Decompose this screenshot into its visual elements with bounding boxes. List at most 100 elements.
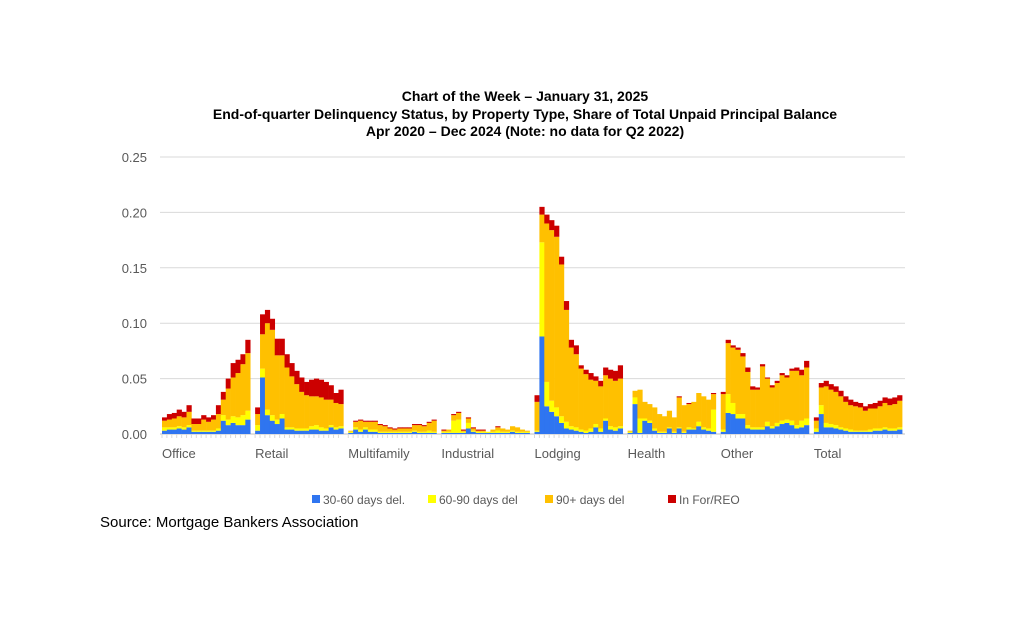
bar-reo — [431, 419, 437, 421]
bar-d30 — [627, 432, 633, 434]
bar-d30 — [490, 432, 496, 434]
bar-reo — [794, 367, 800, 371]
bar-reo — [407, 427, 413, 429]
bar-d60 — [774, 422, 780, 427]
bar-reo — [872, 402, 878, 409]
bar-d30 — [671, 432, 677, 434]
bar-d90 — [892, 404, 898, 429]
bar-d60 — [652, 428, 658, 431]
bar-d60 — [362, 427, 369, 430]
legend-swatch-d90 — [545, 495, 553, 503]
bar-d30 — [456, 432, 462, 434]
bar-reo — [833, 386, 839, 392]
bar-d60 — [759, 427, 766, 430]
bar-d90 — [627, 430, 633, 432]
bar-d90 — [524, 430, 530, 432]
bar-d30 — [387, 432, 393, 434]
bar-reo — [877, 400, 883, 407]
y-tick-label: 0.15 — [122, 261, 147, 276]
bar-d90 — [284, 367, 290, 428]
chart-title-line-1: Chart of the Week – January 31, 2025 — [402, 88, 649, 104]
bar-d90 — [191, 424, 197, 431]
bar-d90 — [725, 343, 731, 395]
bar-d30 — [789, 425, 795, 434]
bar-d90 — [828, 389, 834, 425]
bar-d60 — [534, 430, 540, 432]
bar-d90 — [465, 418, 472, 423]
bar-reo — [304, 381, 310, 396]
bar-d60 — [813, 428, 820, 432]
bar-d30 — [201, 431, 207, 434]
legend: 30-60 days del. 60-90 days del 90+ days de… — [312, 493, 740, 507]
bar-d90 — [397, 428, 403, 432]
bar-d90 — [740, 356, 746, 415]
bar-d90 — [176, 416, 182, 427]
bar-d60 — [309, 426, 315, 430]
y-tick-label: 0.05 — [122, 372, 147, 387]
bar-reo — [843, 396, 849, 402]
bar-d30 — [745, 428, 751, 434]
bar-d60 — [348, 431, 354, 433]
bar-d90 — [470, 428, 476, 431]
bar-d60 — [215, 428, 222, 431]
bar-d90 — [500, 428, 506, 432]
bar-d60 — [676, 427, 682, 429]
bar-reo — [544, 214, 550, 224]
bar-reo — [480, 429, 486, 431]
bar-d60 — [593, 424, 599, 428]
bar-d90 — [392, 429, 398, 432]
bar-reo — [559, 256, 565, 265]
bar-d60 — [470, 430, 476, 432]
bar-d90 — [181, 417, 187, 428]
bar-d60 — [465, 422, 472, 429]
bar-reo — [460, 429, 467, 431]
bar-d90 — [230, 377, 236, 417]
bar-d30 — [460, 432, 467, 434]
bar-d30 — [661, 432, 668, 434]
bar-d90 — [446, 429, 452, 432]
bar-reo — [563, 301, 570, 310]
bar-d60 — [779, 420, 785, 425]
bar-reo — [608, 369, 614, 379]
bar-d90 — [794, 370, 800, 426]
bar-reo — [196, 418, 202, 425]
bar-d30 — [725, 412, 731, 434]
bar-d30 — [235, 425, 241, 434]
bar-d60 — [720, 429, 726, 432]
bar-d60 — [794, 425, 800, 429]
bar-reo — [784, 375, 790, 378]
bar-d30 — [578, 431, 584, 434]
bar-d90 — [225, 388, 231, 420]
bar-reo — [598, 380, 604, 387]
bar-d90 — [323, 399, 329, 429]
bar-d90 — [652, 407, 658, 429]
bar-d60 — [838, 427, 844, 430]
bar-d90 — [559, 264, 565, 417]
bar-d90 — [196, 424, 202, 431]
bar-d60 — [583, 430, 589, 433]
bar-d60 — [857, 430, 864, 432]
bar-reo — [720, 391, 726, 395]
bar-d60 — [176, 426, 182, 429]
bar-d90 — [563, 309, 570, 422]
bar-reo — [583, 369, 589, 375]
bar-d30 — [666, 428, 673, 434]
bar-d60 — [480, 431, 486, 433]
bar-reo — [603, 367, 609, 376]
bar-d60 — [710, 409, 717, 432]
chart-title-line-2: End-of-quarter Delinquency Status, by Pr… — [213, 106, 837, 122]
bar-d60 — [833, 425, 839, 429]
bar-d30 — [691, 429, 697, 434]
bar-reo — [176, 409, 182, 417]
bar-d30 — [735, 418, 741, 434]
bar-d60 — [524, 431, 530, 433]
bar-d90 — [676, 397, 682, 428]
category-label: Multifamily — [348, 446, 410, 461]
bar-d60 — [559, 416, 565, 423]
bar-d90 — [848, 405, 854, 430]
bar-reo — [426, 421, 432, 423]
bar-d30 — [818, 414, 824, 434]
bar-d60 — [647, 420, 653, 423]
bar-reo — [318, 379, 325, 398]
bar-d60 — [588, 428, 594, 432]
